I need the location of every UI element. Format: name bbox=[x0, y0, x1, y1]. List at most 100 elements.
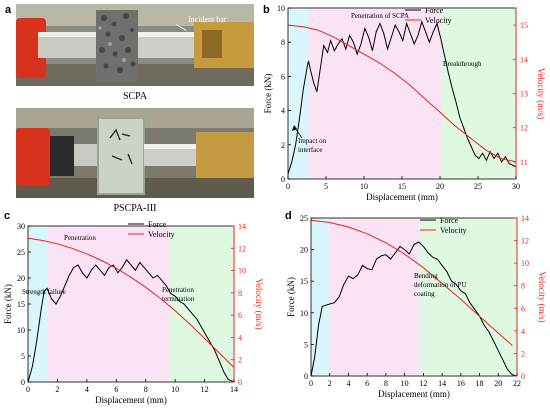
d-y-right-tick-label: 14 bbox=[521, 214, 529, 223]
b-series-force-line bbox=[287, 20, 517, 175]
scpa-photo: Incident bar bbox=[16, 4, 254, 86]
d-zone-green bbox=[418, 218, 517, 376]
pscpa-photo-drawing bbox=[16, 108, 254, 198]
b-y-right-tick-label: 14 bbox=[520, 55, 528, 64]
c-y-left-tick-label: 20 bbox=[17, 274, 25, 283]
c-legend-label-velocity: Velocity bbox=[148, 230, 175, 239]
c-annotation-termination: termination bbox=[162, 295, 195, 303]
c-x-tick-label: 12 bbox=[201, 385, 209, 394]
c-y-right-tick-label: 10 bbox=[238, 267, 246, 276]
b-y-left-tick-label: 4 bbox=[281, 107, 285, 116]
d-annotation-bending: coating bbox=[414, 290, 435, 298]
d-y-right-tick-label: 10 bbox=[521, 259, 529, 268]
c-y-right-tick-label: 12 bbox=[238, 244, 246, 253]
b-y-right-tick-label: 11 bbox=[520, 158, 528, 167]
c-zone-green bbox=[169, 226, 234, 382]
c-x-tick-label: 0 bbox=[26, 385, 30, 394]
b-annotation-impact: interface bbox=[298, 146, 322, 154]
c-y-left-tick-label: 5 bbox=[21, 352, 25, 361]
c-zone-cyan bbox=[28, 226, 48, 382]
b-x-tick-label: 20 bbox=[436, 182, 444, 191]
panel-c-label: c bbox=[4, 210, 11, 222]
d-annotation-bending: Bending bbox=[414, 272, 438, 280]
c-series-velocity-line bbox=[27, 237, 235, 368]
d-legend-label-force: Force bbox=[440, 216, 459, 225]
b-x-tick-label: 10 bbox=[360, 182, 368, 191]
b-zone-pink bbox=[308, 8, 442, 179]
d-y-right-tick-label: 8 bbox=[521, 282, 525, 291]
d-y-left-tick-label: 0 bbox=[304, 372, 308, 381]
b-x-tick-label: 25 bbox=[474, 182, 482, 191]
d-series-force-line bbox=[310, 241, 518, 377]
c-y-right-tick-label: 8 bbox=[238, 289, 242, 298]
b-y-right-axis-label: Velocity (m/s) bbox=[536, 68, 546, 119]
b-annotation-breakthrough: Breakthrough bbox=[443, 60, 482, 68]
b-x-tick-label: 15 bbox=[398, 182, 406, 191]
b-zone-green bbox=[441, 8, 516, 179]
c-y-right-tick-label: 6 bbox=[238, 311, 242, 320]
chart-c: 0 2 4 6 8 10 12 1405101520253002468101214Displa… bbox=[3, 220, 264, 405]
b-legend-label-velocity: Velocity bbox=[425, 16, 452, 25]
c-annotation-termination: Penetration bbox=[162, 286, 194, 294]
panel-a-label: a bbox=[5, 4, 12, 16]
b-y-right-tick-label: 13 bbox=[520, 90, 528, 99]
c-y-right-axis-label: Velocity (m/s) bbox=[254, 278, 264, 329]
c-y-left-tick-label: 10 bbox=[17, 326, 25, 335]
c-y-right-tick-label: 4 bbox=[238, 333, 242, 342]
b-annotation-penetration: Penetration of SCPA bbox=[351, 12, 409, 20]
c-annotation-strength: Strength failure bbox=[22, 288, 66, 296]
b-x-axis-label: Displacement (mm) bbox=[366, 192, 438, 202]
d-y-right-tick-label: 2 bbox=[521, 349, 525, 358]
c-x-tick-label: 8 bbox=[144, 385, 148, 394]
d-y-left-tick-label: 25 bbox=[300, 214, 308, 223]
pscpa-caption: PSCPA-III bbox=[113, 203, 157, 214]
d-x-tick-label: 8 bbox=[384, 379, 388, 388]
c-zone-pink bbox=[47, 226, 170, 382]
pscpa-photo bbox=[16, 108, 254, 198]
d-y-right-tick-label: 12 bbox=[521, 237, 529, 246]
d-y-right-tick-label: 4 bbox=[521, 327, 525, 336]
b-legend-label-force: Force bbox=[425, 6, 444, 15]
panel-b-label: b bbox=[263, 4, 270, 16]
c-annotation-penetration: Penetration bbox=[64, 234, 96, 242]
d-zone-pink bbox=[328, 218, 419, 376]
d-x-tick-label: 12 bbox=[419, 379, 427, 388]
b-zone-cyan bbox=[288, 8, 309, 179]
b-y-left-tick-label: 6 bbox=[281, 72, 285, 81]
c-x-tick-label: 10 bbox=[171, 385, 179, 394]
d-x-tick-label: 16 bbox=[457, 379, 465, 388]
d-y-left-tick-label: 5 bbox=[304, 340, 308, 349]
d-y-left-tick-label: 20 bbox=[300, 246, 308, 255]
d-x-tick-label: 0 bbox=[309, 379, 313, 388]
panel-d-label: d bbox=[285, 210, 292, 222]
chart-d: 0 2 4 6 8 10 12 14 16 18 20 22051015202502468101214… bbox=[286, 214, 547, 399]
b-y-right-tick-label: 15 bbox=[520, 21, 528, 30]
b-y-left-tick-label: 8 bbox=[281, 38, 285, 47]
b-y-left-tick-label: 10 bbox=[277, 4, 285, 13]
d-annotation-bending: deformation of PU bbox=[414, 281, 467, 289]
c-y-left-tick-label: 30 bbox=[17, 222, 25, 231]
b-series-velocity-line bbox=[287, 24, 517, 163]
b-annotation-impact: Impact on bbox=[298, 137, 327, 145]
d-x-tick-label: 20 bbox=[494, 379, 502, 388]
d-x-tick-label: 6 bbox=[365, 379, 369, 388]
d-y-left-tick-label: 15 bbox=[300, 277, 308, 286]
c-y-left-tick-label: 0 bbox=[21, 378, 25, 387]
c-y-right-tick-label: 0 bbox=[238, 378, 242, 387]
d-y-right-tick-label: 0 bbox=[521, 372, 525, 381]
c-y-left-tick-label: 25 bbox=[17, 248, 25, 257]
b-impact-arrow-shaft bbox=[294, 127, 303, 139]
c-y-left-tick-label: 15 bbox=[17, 300, 25, 309]
d-series-velocity-line bbox=[310, 219, 513, 346]
b-y-left-axis-label: Force (kN) bbox=[263, 74, 273, 114]
c-x-tick-label: 14 bbox=[230, 385, 238, 394]
c-y-right-tick-label: 2 bbox=[238, 356, 242, 365]
c-y-right-tick-label: 14 bbox=[238, 222, 246, 231]
b-x-tick-label: 5 bbox=[324, 182, 328, 191]
scpa-photo-drawing bbox=[16, 4, 254, 86]
d-x-tick-label: 22 bbox=[513, 379, 521, 388]
d-legend-label-velocity: Velocity bbox=[440, 226, 467, 235]
chart-b: 0 5 10 15 20 25 3002468101112131415Displacemen… bbox=[263, 4, 546, 202]
c-series-force-line bbox=[27, 258, 235, 383]
scpa-caption: SCPA bbox=[122, 91, 148, 102]
